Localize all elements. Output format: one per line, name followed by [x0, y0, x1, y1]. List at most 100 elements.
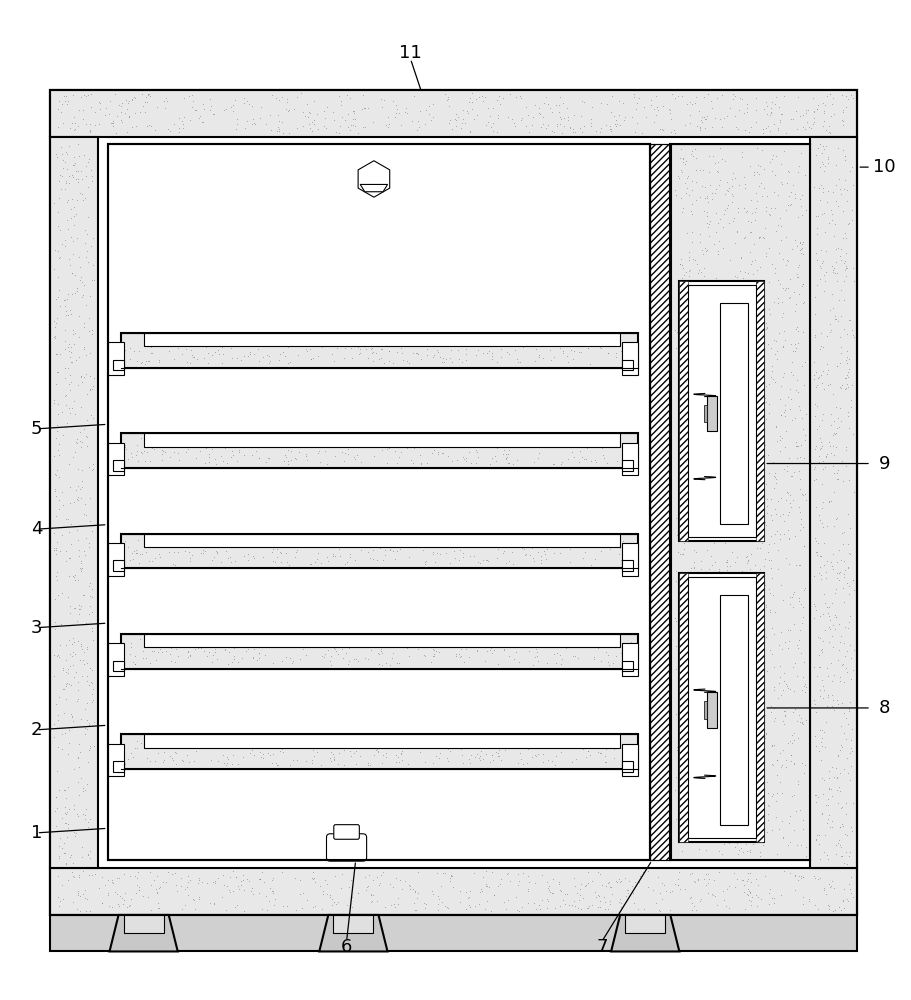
Point — [845, 582, 860, 598]
Point — [307, 898, 322, 914]
Point — [679, 732, 693, 748]
Point — [745, 614, 760, 630]
Point — [81, 87, 96, 103]
Point — [532, 106, 547, 122]
Point — [461, 751, 476, 767]
Point — [142, 453, 157, 469]
Point — [211, 870, 226, 886]
Point — [52, 543, 67, 559]
Point — [247, 630, 261, 646]
Point — [121, 539, 136, 555]
Point — [540, 752, 555, 768]
Point — [783, 111, 797, 127]
Point — [742, 244, 757, 260]
Point — [48, 146, 63, 162]
Point — [141, 353, 156, 369]
Point — [75, 473, 89, 489]
Point — [807, 329, 822, 345]
Point — [813, 177, 827, 193]
Point — [795, 538, 810, 554]
Point — [726, 108, 741, 124]
Point — [73, 368, 87, 384]
Point — [675, 393, 690, 409]
Point — [409, 345, 424, 361]
Point — [752, 279, 766, 295]
Point — [347, 451, 362, 467]
Point — [284, 443, 299, 459]
Point — [80, 847, 95, 863]
Point — [706, 709, 721, 725]
Point — [668, 340, 682, 356]
Point — [736, 594, 751, 610]
Point — [51, 469, 66, 485]
Point — [677, 387, 691, 403]
Point — [619, 443, 633, 459]
Point — [672, 546, 687, 562]
Point — [430, 888, 445, 904]
Point — [437, 86, 452, 102]
Point — [408, 345, 423, 361]
Point — [579, 900, 594, 916]
Point — [68, 171, 83, 187]
Point — [732, 798, 746, 814]
Point — [703, 445, 718, 461]
Point — [526, 550, 540, 566]
Point — [841, 703, 855, 719]
Point — [51, 436, 66, 452]
Point — [691, 652, 705, 668]
Point — [742, 396, 756, 412]
Point — [793, 198, 807, 214]
Point — [49, 508, 64, 524]
Point — [59, 397, 74, 413]
Point — [791, 590, 805, 606]
Point — [715, 240, 730, 256]
Point — [180, 887, 195, 903]
Point — [732, 405, 747, 421]
Point — [222, 869, 237, 885]
Point — [747, 298, 762, 314]
Point — [82, 740, 97, 756]
Point — [721, 215, 735, 231]
Point — [808, 377, 823, 393]
Point — [217, 530, 231, 546]
Point — [440, 741, 455, 757]
Point — [333, 97, 347, 113]
Point — [158, 874, 172, 890]
Point — [808, 544, 823, 560]
Point — [727, 449, 742, 465]
Point — [86, 410, 100, 426]
Point — [199, 339, 213, 355]
Point — [182, 530, 197, 546]
Point — [836, 148, 851, 164]
Point — [786, 190, 801, 206]
Point — [837, 660, 852, 676]
Point — [546, 456, 560, 472]
Point — [270, 541, 284, 557]
Point — [679, 288, 693, 304]
Point — [501, 346, 516, 362]
Point — [753, 773, 768, 789]
Point — [270, 757, 284, 773]
Point — [750, 427, 764, 443]
Point — [706, 634, 721, 650]
Point — [393, 117, 407, 133]
Point — [547, 349, 561, 365]
Point — [327, 337, 342, 353]
Point — [736, 515, 751, 531]
Point — [820, 851, 834, 867]
Point — [829, 358, 844, 374]
Point — [806, 327, 821, 343]
Point — [327, 112, 342, 128]
Point — [726, 865, 741, 881]
Point — [458, 530, 473, 546]
Point — [756, 463, 771, 479]
Point — [179, 341, 193, 357]
Point — [426, 646, 441, 662]
Point — [403, 430, 417, 446]
Point — [743, 621, 758, 637]
Point — [584, 873, 599, 889]
Point — [742, 224, 756, 240]
Point — [51, 173, 66, 189]
Point — [58, 782, 73, 798]
Point — [732, 766, 746, 782]
